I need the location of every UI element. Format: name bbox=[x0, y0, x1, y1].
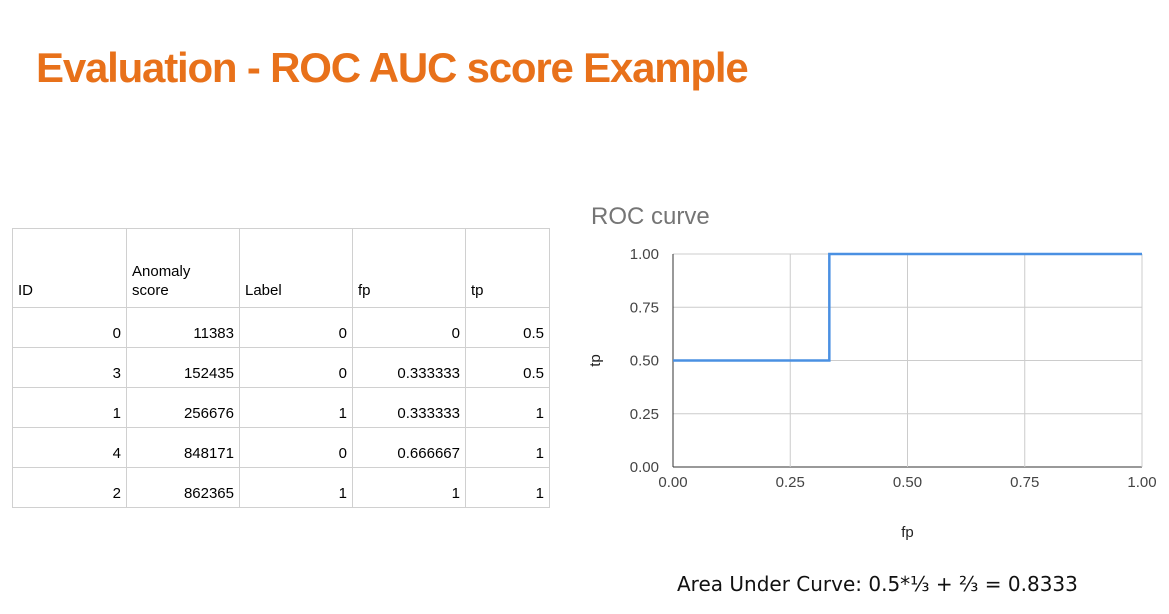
x-axis-title: fp bbox=[901, 524, 914, 541]
header-label: Label bbox=[239, 228, 353, 308]
cell-label: 0 bbox=[239, 347, 353, 388]
cell-label: 1 bbox=[239, 467, 353, 508]
cell-id: 2 bbox=[12, 467, 127, 508]
cell-anomaly-score: 862365 bbox=[126, 467, 240, 508]
cell-id: 1 bbox=[12, 387, 127, 428]
cell-anomaly-score: 152435 bbox=[126, 347, 240, 388]
x-tick-label: 0.75 bbox=[1010, 474, 1039, 491]
cell-anomaly-score: 256676 bbox=[126, 387, 240, 428]
x-tick-label: 0.00 bbox=[658, 474, 687, 491]
chart-title: ROC curve bbox=[591, 203, 710, 230]
y-tick-labels: 0.00 0.25 0.50 0.75 1.00 bbox=[630, 246, 659, 476]
y-tick-label: 0.50 bbox=[630, 353, 659, 370]
x-tick-labels: 0.00 0.25 0.50 0.75 1.00 bbox=[658, 474, 1156, 491]
cell-label: 1 bbox=[239, 387, 353, 428]
cell-id: 3 bbox=[12, 347, 127, 388]
cell-tp: 0.5 bbox=[465, 307, 550, 348]
table-row: 2 862365 1 1 1 bbox=[12, 467, 550, 508]
x-tick-label: 0.25 bbox=[776, 474, 805, 491]
chart-series bbox=[673, 252, 1142, 362]
cell-fp: 0 bbox=[352, 307, 466, 348]
cell-anomaly-score: 11383 bbox=[126, 307, 240, 348]
cell-tp: 0.5 bbox=[465, 347, 550, 388]
cell-tp: 1 bbox=[465, 387, 550, 428]
header-id: ID bbox=[12, 228, 127, 308]
x-tick-label: 0.50 bbox=[893, 474, 922, 491]
header-anomaly-score: Anomaly score bbox=[126, 228, 240, 308]
cell-label: 0 bbox=[239, 427, 353, 468]
cell-tp: 1 bbox=[465, 467, 550, 508]
cell-id: 4 bbox=[12, 427, 127, 468]
slide-title: Evaluation - ROC AUC score Example bbox=[36, 44, 749, 91]
table-row: 4 848171 0 0.666667 1 bbox=[12, 427, 550, 468]
header-tp: tp bbox=[465, 228, 550, 308]
y-tick-label: 0.25 bbox=[630, 406, 659, 423]
y-tick-label: 0.00 bbox=[630, 459, 659, 476]
roc-line bbox=[673, 252, 1142, 362]
table-row: 0 11383 0 0 0.5 bbox=[12, 307, 550, 348]
auc-formula: Area Under Curve: 0.5*⅓ + ⅔ = 0.8333 bbox=[677, 572, 1078, 596]
y-tick-label: 1.00 bbox=[630, 246, 659, 263]
cell-fp: 0.666667 bbox=[352, 427, 466, 468]
y-tick-label: 0.75 bbox=[630, 299, 659, 316]
score-table: ID Anomaly score Label fp tp 0 11383 0 0 0.5 3… bbox=[12, 228, 550, 508]
cell-label: 0 bbox=[239, 307, 353, 348]
roc-chart: 0.00 0.25 0.50 0.75 1.00 0.00 0.25 0.50 0.75 1.0… bbox=[587, 246, 1157, 541]
cell-id: 0 bbox=[12, 307, 127, 348]
cell-fp: 0.333333 bbox=[352, 347, 466, 388]
x-tick-label: 1.00 bbox=[1127, 474, 1156, 491]
table-row: 1 256676 1 0.333333 1 bbox=[12, 387, 550, 428]
table-header-row: ID Anomaly score Label fp tp bbox=[12, 228, 550, 308]
cell-fp: 0.333333 bbox=[352, 387, 466, 428]
y-axis-title: tp bbox=[587, 354, 604, 367]
header-fp: fp bbox=[352, 228, 466, 308]
cell-tp: 1 bbox=[465, 427, 550, 468]
table-row: 3 152435 0 0.333333 0.5 bbox=[12, 347, 550, 388]
cell-anomaly-score: 848171 bbox=[126, 427, 240, 468]
cell-fp: 1 bbox=[352, 467, 466, 508]
